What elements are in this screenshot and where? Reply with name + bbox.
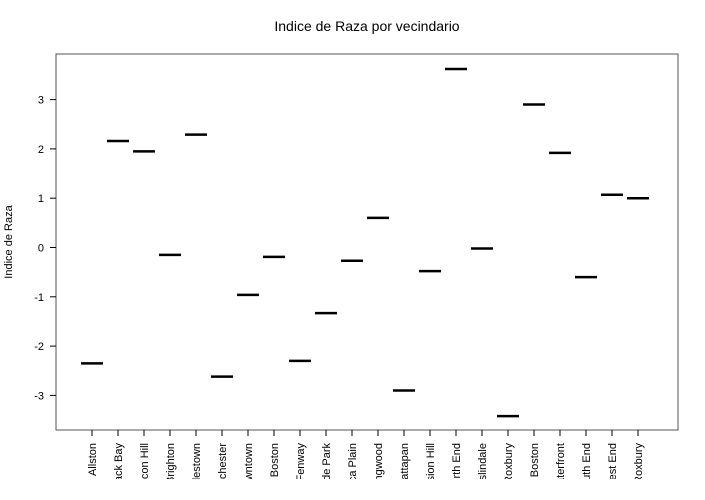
- y-axis: -3 -2 -1 0 1 2 3: [34, 95, 56, 402]
- y-tick-label: 2: [38, 144, 44, 156]
- y-tick-label: 1: [38, 193, 44, 205]
- y-tick-label: -2: [34, 341, 44, 353]
- x-axis: Allston Back Bay Beacon Hill Brighton Charle…: [87, 430, 645, 500]
- y-tick-label: -1: [34, 292, 44, 304]
- y-tick-label: -3: [34, 390, 44, 402]
- x-tick-label: South Boston: [529, 443, 541, 500]
- x-tick-label: West End: [607, 443, 619, 491]
- x-tick-label: Brighton: [165, 443, 177, 484]
- x-tick-label: Mattapan: [399, 443, 411, 489]
- x-tick-label: West Roxbury: [633, 443, 645, 500]
- x-tick-label: Roslindale: [477, 443, 489, 494]
- x-tick-label: Beacon Hill: [139, 443, 151, 499]
- x-tick-label: Jamaica Plain: [347, 443, 359, 500]
- x-tick-label: Downtown: [243, 443, 255, 494]
- y-tick-label: 0: [38, 243, 44, 255]
- y-tick-label: 3: [38, 95, 44, 107]
- x-tick-label: Waterfront: [555, 443, 567, 494]
- x-tick-label: Dorchester: [217, 443, 229, 497]
- x-tick-label: Fenway: [295, 443, 307, 482]
- x-tick-label: Back Bay: [113, 443, 125, 490]
- x-tick-label: Roxbury: [503, 443, 515, 484]
- x-tick-label: Allston: [87, 443, 99, 476]
- chart-title: Indice de Raza por vecindario: [274, 18, 459, 34]
- x-tick-label: Hyde Park: [321, 443, 333, 495]
- x-tick-label: Charlestown: [191, 443, 203, 500]
- x-tick-label: Longwood: [373, 443, 385, 494]
- x-tick-label: Mission Hill: [425, 443, 437, 499]
- data-marks: [81, 67, 649, 418]
- x-tick-label: East Boston: [269, 443, 281, 500]
- x-tick-label: South End: [581, 443, 593, 494]
- y-axis-label: Indice de Raza: [3, 204, 15, 278]
- x-tick-label: North End: [451, 443, 463, 493]
- plot-frame: [55, 53, 679, 431]
